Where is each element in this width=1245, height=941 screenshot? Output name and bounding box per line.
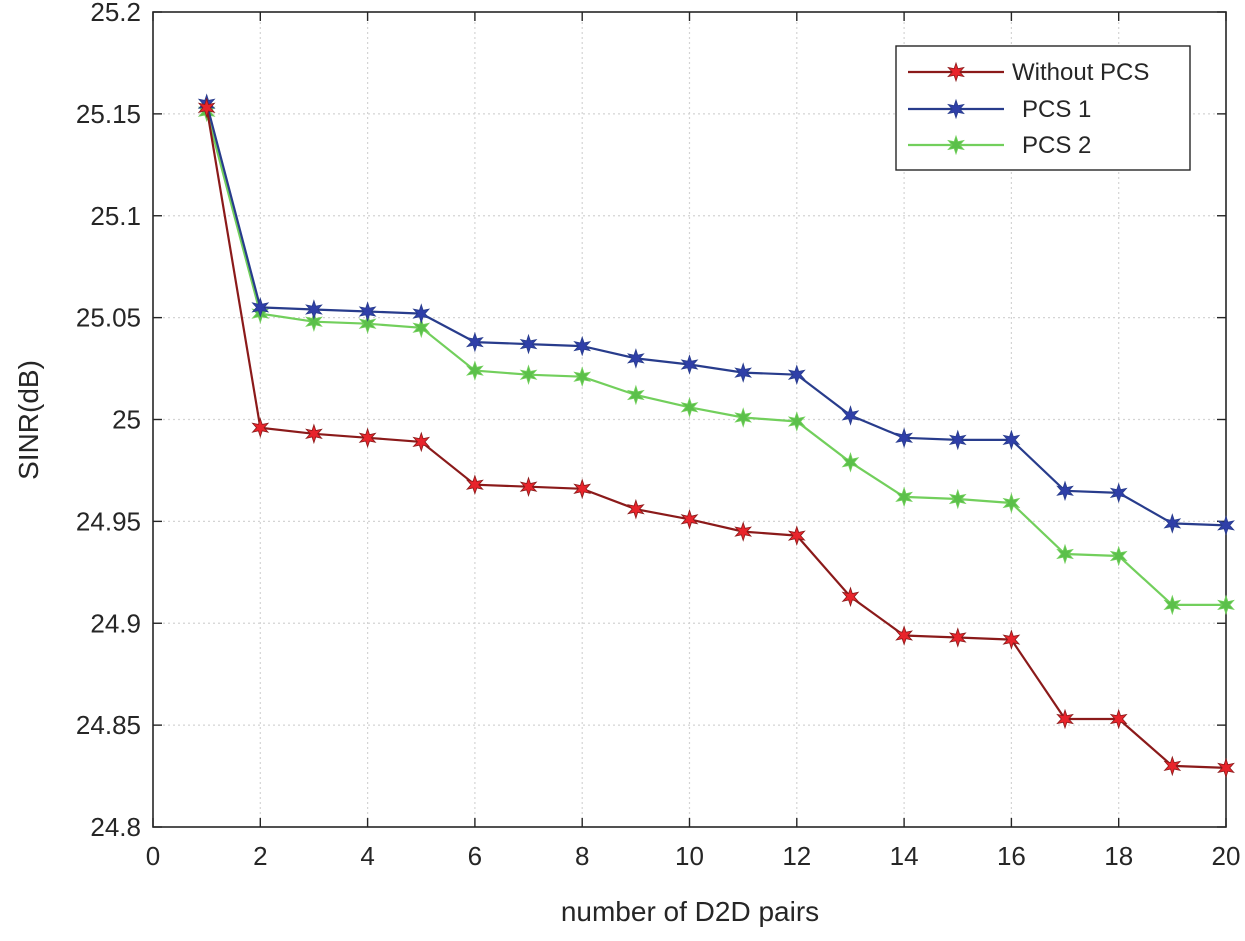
data-point xyxy=(1056,480,1074,502)
data-point xyxy=(1056,543,1074,565)
y-axis-label: SINR(dB) xyxy=(13,360,44,480)
data-point xyxy=(680,509,699,530)
legend: Without PCS PCS 1 PCS 2 xyxy=(895,45,1191,171)
x-axis-label: number of D2D pairs xyxy=(561,896,819,927)
data-point xyxy=(358,301,377,322)
data-point xyxy=(573,366,592,387)
legend-label-pcs-1: PCS 1 xyxy=(1022,96,1091,123)
data-point xyxy=(519,364,538,386)
legend-label-without-pcs: Without PCS xyxy=(1012,59,1149,86)
legend-marker-pcs-2 xyxy=(947,134,965,156)
x-tick-label: 20 xyxy=(1212,841,1241,871)
data-point xyxy=(1163,755,1182,777)
series-pcs-2 xyxy=(197,101,1235,616)
x-tick-label: 14 xyxy=(890,841,919,871)
data-point xyxy=(734,521,753,542)
data-point xyxy=(626,498,645,520)
data-point xyxy=(680,354,699,375)
data-point xyxy=(841,452,860,473)
data-point xyxy=(734,362,753,383)
series-pcs-1 xyxy=(197,93,1235,536)
x-tick-label: 4 xyxy=(360,841,374,871)
data-point xyxy=(1056,708,1074,730)
legend-marker-pcs-1 xyxy=(947,98,965,120)
data-point xyxy=(787,364,806,385)
x-tick-label: 0 xyxy=(146,841,160,871)
data-point xyxy=(841,586,860,608)
data-point xyxy=(895,625,914,646)
legend-label-pcs-2: PCS 2 xyxy=(1022,132,1091,159)
data-point xyxy=(895,486,914,508)
x-tick-label: 6 xyxy=(468,841,482,871)
data-point xyxy=(948,488,967,510)
y-axis-ticks: 24.8 24.85 24.9 24.95 25 25.05 25.1 25.15 25.2 xyxy=(76,0,1226,842)
data-point xyxy=(1217,515,1235,536)
x-tick-label: 12 xyxy=(782,841,811,871)
data-point xyxy=(948,429,967,451)
y-tick-label: 24.9 xyxy=(90,608,141,638)
data-point xyxy=(787,525,806,546)
data-point xyxy=(1002,629,1021,650)
y-tick-label: 24.95 xyxy=(76,506,141,536)
x-tick-label: 2 xyxy=(253,841,267,871)
data-point xyxy=(358,313,377,334)
y-tick-label: 25 xyxy=(112,405,141,435)
data-point xyxy=(1217,594,1235,616)
data-point xyxy=(358,427,377,449)
data-point xyxy=(412,431,431,453)
y-tick-label: 24.8 xyxy=(90,812,141,842)
data-point xyxy=(466,474,484,495)
data-point xyxy=(466,360,484,381)
series-group xyxy=(197,93,1235,779)
y-tick-label: 24.85 xyxy=(76,710,141,740)
data-point xyxy=(1109,708,1128,730)
data-point xyxy=(948,627,967,648)
x-tick-label: 16 xyxy=(997,841,1026,871)
data-point xyxy=(412,317,431,339)
data-point xyxy=(251,297,270,318)
data-point xyxy=(1217,757,1235,779)
series-line-without-pcs xyxy=(205,107,1227,769)
data-point xyxy=(305,299,323,320)
x-tick-label: 10 xyxy=(675,841,704,871)
y-tick-label: 25.2 xyxy=(90,0,141,27)
series-line-pcs-2 xyxy=(205,111,1226,606)
data-point xyxy=(412,303,431,324)
y-tick-label: 25.1 xyxy=(90,201,141,231)
series-line-pcs-1 xyxy=(205,103,1227,527)
data-point xyxy=(573,478,592,500)
data-point xyxy=(251,417,270,438)
data-point xyxy=(734,407,753,428)
data-point xyxy=(626,384,645,406)
data-point xyxy=(680,397,699,418)
data-point xyxy=(1002,492,1021,514)
data-point xyxy=(1163,513,1182,534)
data-point xyxy=(305,423,323,445)
data-point xyxy=(1163,594,1182,616)
data-point xyxy=(1109,482,1128,504)
data-point xyxy=(787,411,806,432)
data-point xyxy=(895,427,914,449)
data-point xyxy=(841,405,860,426)
x-tick-label: 18 xyxy=(1104,841,1133,871)
data-point xyxy=(1002,429,1021,451)
data-point xyxy=(1109,545,1128,567)
legend-marker-without-pcs xyxy=(947,61,965,83)
data-point xyxy=(626,348,645,369)
series-without-pcs xyxy=(197,97,1235,779)
data-point xyxy=(465,331,484,353)
data-point xyxy=(305,311,323,332)
data-point xyxy=(519,476,538,497)
data-point xyxy=(573,335,592,357)
y-tick-label: 25.05 xyxy=(76,303,141,333)
x-axis-ticks: 0 2 4 6 8 10 12 14 16 18 20 xyxy=(146,12,1241,871)
x-tick-label: 8 xyxy=(575,841,589,871)
y-tick-label: 25.15 xyxy=(76,99,141,129)
data-point xyxy=(519,333,538,355)
data-point xyxy=(197,97,216,119)
